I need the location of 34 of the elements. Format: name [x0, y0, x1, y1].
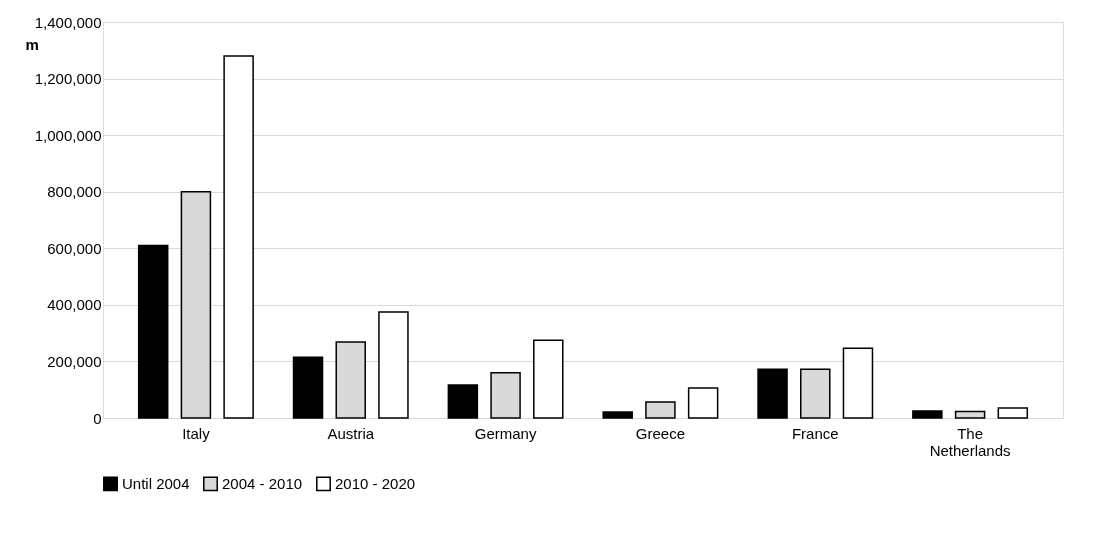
y-tick-label: 0 — [93, 409, 102, 427]
legend-label: 2010 - 2020 — [335, 474, 416, 492]
bar — [997, 407, 1029, 419]
x-tick-label: Greece — [635, 424, 686, 442]
y-tick-label: 1,400,000 — [34, 13, 102, 31]
y-tick-label: 800,000 — [47, 183, 102, 201]
bar — [602, 411, 633, 419]
bar — [533, 339, 564, 419]
x-tick-label: Austria — [327, 424, 375, 442]
y-tick-label: 200,000 — [47, 352, 102, 370]
bar — [800, 368, 831, 419]
legend-label: 2004 - 2010 — [222, 474, 303, 492]
bar — [687, 387, 719, 419]
x-tick-label: Italy — [182, 424, 211, 442]
x-tick-label: Germany — [474, 424, 537, 442]
bar — [490, 371, 521, 419]
bar — [842, 347, 874, 419]
bar — [912, 410, 943, 419]
x-tick-label: The Netherlands — [929, 424, 1011, 459]
y-tick-label: 1,000,000 — [34, 126, 102, 144]
bar — [378, 311, 409, 419]
bar — [645, 401, 676, 419]
bar — [447, 384, 479, 419]
bar — [292, 356, 324, 419]
bar — [137, 244, 169, 419]
y-axis-title: m — [25, 35, 39, 53]
legend-label: Until 2004 — [122, 474, 190, 492]
bar — [757, 368, 788, 419]
bar — [223, 55, 254, 419]
y-tick-label: 400,000 — [47, 296, 102, 314]
x-tick-label: France — [791, 424, 839, 442]
bar — [954, 410, 986, 419]
y-tick-label: 1,200,000 — [34, 70, 102, 88]
y-tick-label: 600,000 — [47, 239, 102, 257]
